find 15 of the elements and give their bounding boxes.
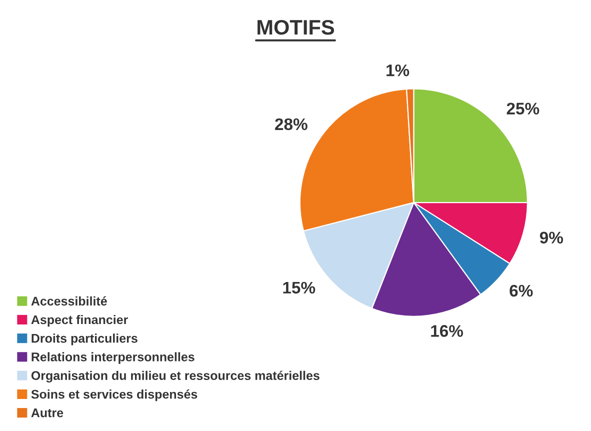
data-label: 9% bbox=[540, 232, 564, 244]
data-label: 28% bbox=[275, 118, 308, 130]
legend-label: Relations interpersonnelles bbox=[32, 352, 194, 364]
data-label: 1% bbox=[386, 64, 410, 76]
data-label: 6% bbox=[510, 284, 533, 297]
legend-label: Droits particuliers bbox=[32, 334, 138, 346]
chart-title: MOTIFS bbox=[258, 20, 334, 35]
data-label: 16% bbox=[431, 325, 464, 337]
legend-label: Autre bbox=[31, 408, 64, 418]
legend-label: Accessibilité bbox=[31, 296, 107, 306]
data-label: 15% bbox=[283, 282, 316, 294]
data-label: 25% bbox=[506, 102, 540, 115]
legend-label: Organisation du milieu et ressources matérielles bbox=[31, 370, 320, 383]
legend-label: Soins et services dispensés bbox=[31, 389, 198, 402]
legend-label: Aspect financier bbox=[31, 314, 128, 327]
